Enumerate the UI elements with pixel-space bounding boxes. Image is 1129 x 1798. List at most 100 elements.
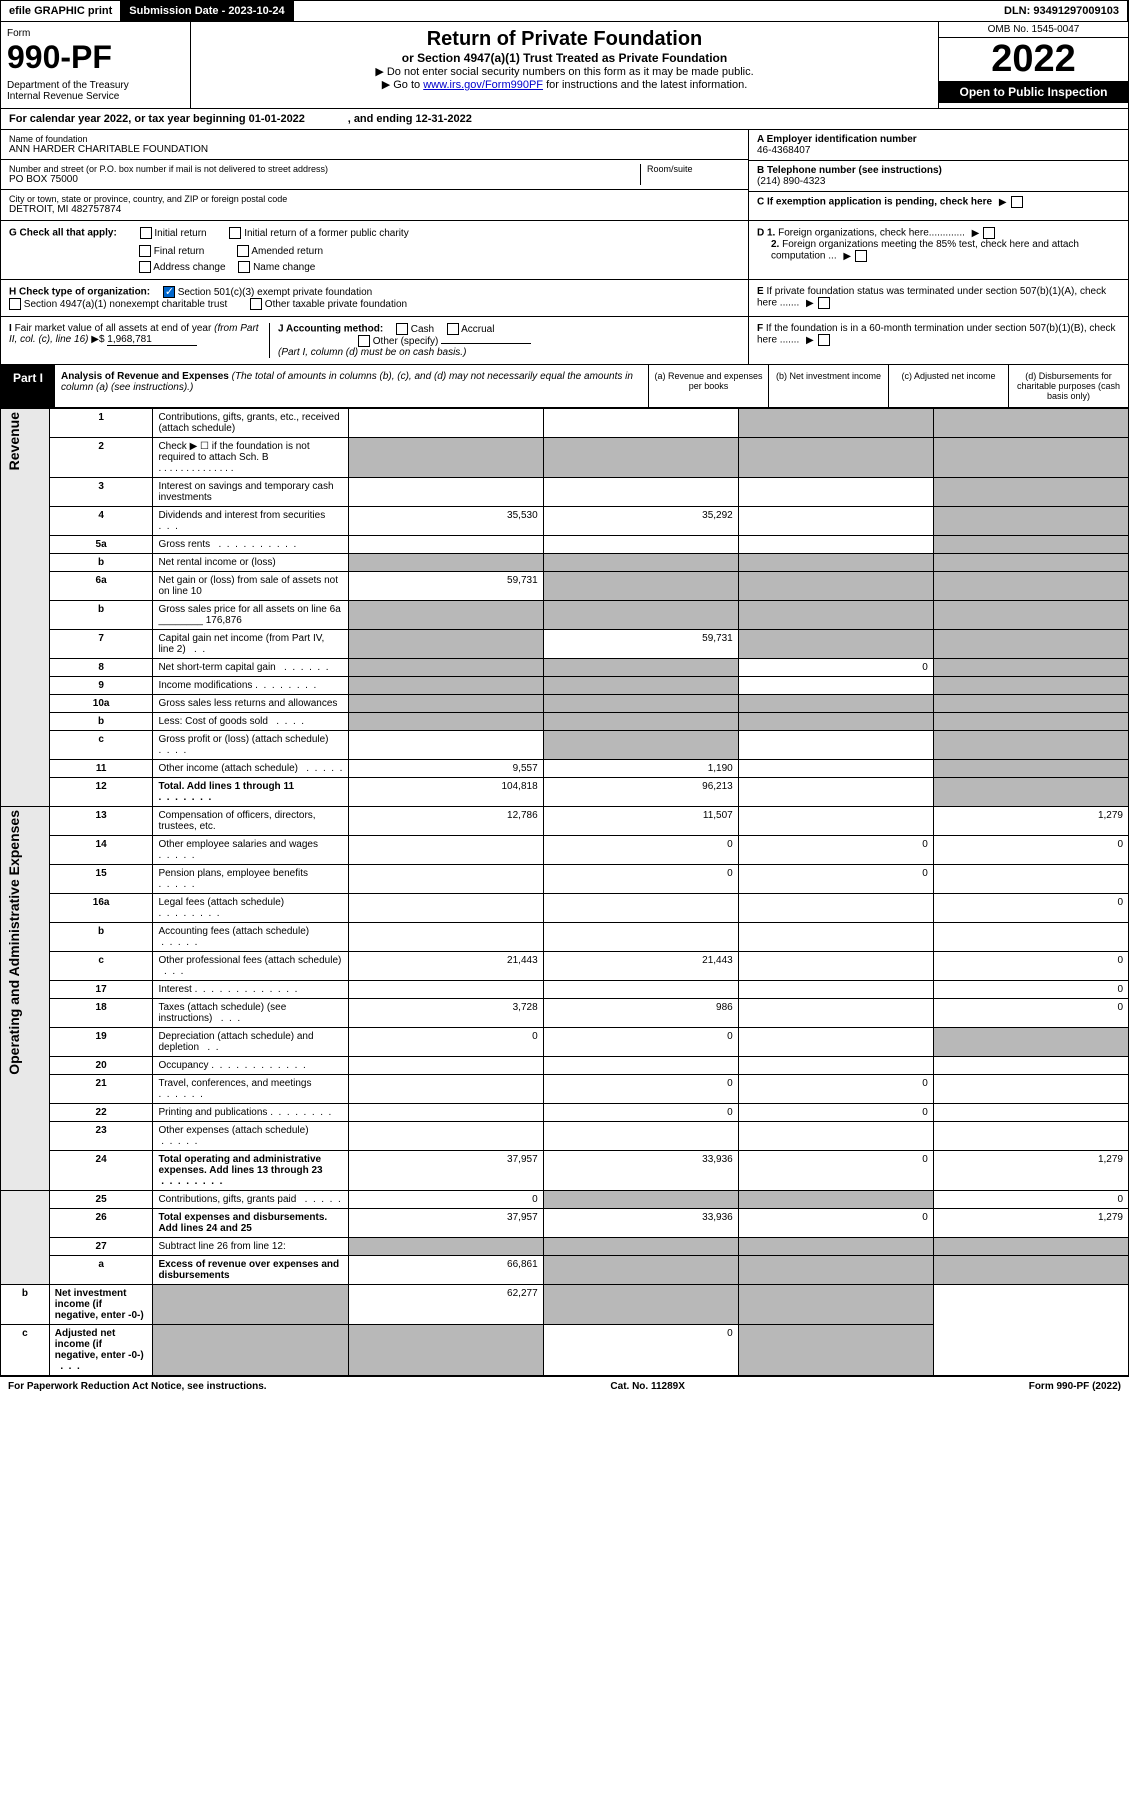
row-num: 8 bbox=[49, 659, 153, 677]
cell-a bbox=[348, 1104, 543, 1122]
note-ssn: ▶ Do not enter social security numbers o… bbox=[197, 65, 932, 78]
form-subtitle: or Section 4947(a)(1) Trust Treated as P… bbox=[197, 51, 932, 65]
cell-c bbox=[738, 695, 933, 713]
final-return-cb[interactable] bbox=[139, 245, 151, 257]
cell-c: 0 bbox=[543, 1325, 738, 1376]
name-change-cb[interactable] bbox=[238, 261, 250, 273]
tax-year: 2022 bbox=[939, 38, 1128, 81]
cell-d: 0 bbox=[933, 952, 1128, 981]
cell-b bbox=[543, 713, 738, 731]
cell-c bbox=[738, 1028, 933, 1057]
cell-a bbox=[348, 1075, 543, 1104]
form-label: Form bbox=[7, 28, 184, 39]
dept-label: Department of the Treasury bbox=[7, 80, 184, 91]
cell-d bbox=[933, 601, 1128, 630]
cell-d bbox=[933, 865, 1128, 894]
addr-label: Number and street (or P.O. box number if… bbox=[9, 164, 640, 174]
row-desc: Net gain or (loss) from sale of assets n… bbox=[153, 572, 348, 601]
address-change-cb[interactable] bbox=[139, 261, 151, 273]
cell-b bbox=[543, 1057, 738, 1075]
f-cb[interactable] bbox=[818, 334, 830, 346]
amended-cb[interactable] bbox=[237, 245, 249, 257]
row-num: 11 bbox=[49, 760, 153, 778]
row-num: 17 bbox=[49, 981, 153, 999]
row-desc: Net short-term capital gain . . . . . . bbox=[153, 659, 348, 677]
d1-cb[interactable] bbox=[983, 227, 995, 239]
cell-a bbox=[348, 713, 543, 731]
cell-a bbox=[348, 677, 543, 695]
row-desc: Subtract line 26 from line 12: bbox=[153, 1238, 348, 1256]
accrual-cb[interactable] bbox=[447, 323, 459, 335]
row-desc: Total. Add lines 1 through 11 . . . . . … bbox=[153, 778, 348, 807]
initial-former-cb[interactable] bbox=[229, 227, 241, 239]
cell-d bbox=[933, 554, 1128, 572]
row-num: 4 bbox=[49, 507, 153, 536]
row-desc: Net investment income (if negative, ente… bbox=[49, 1285, 153, 1325]
cell-a: 104,818 bbox=[348, 778, 543, 807]
cell-d bbox=[933, 1122, 1128, 1151]
row-num: 18 bbox=[49, 999, 153, 1028]
cell-c: 0 bbox=[738, 1151, 933, 1191]
efile-label: efile GRAPHIC print bbox=[1, 1, 121, 21]
row-num: 13 bbox=[49, 807, 153, 836]
revenue-section-label: Revenue bbox=[1, 409, 50, 807]
initial-return-cb[interactable] bbox=[140, 227, 152, 239]
form-number: 990-PF bbox=[7, 39, 184, 76]
ein-label: A Employer identification number bbox=[757, 134, 1120, 145]
exemption-checkbox[interactable] bbox=[1011, 196, 1023, 208]
cell-d bbox=[933, 536, 1128, 554]
row-num: 14 bbox=[49, 836, 153, 865]
cell-a bbox=[153, 1285, 348, 1325]
cash-cb[interactable] bbox=[396, 323, 408, 335]
4947-cb[interactable] bbox=[9, 298, 21, 310]
row-desc: Travel, conferences, and meetings . . . … bbox=[153, 1075, 348, 1104]
irs-link[interactable]: www.irs.gov/Form990PF bbox=[423, 79, 543, 91]
cell-a bbox=[348, 438, 543, 478]
submission-date: Submission Date - 2023-10-24 bbox=[121, 1, 293, 21]
cell-a bbox=[348, 409, 543, 438]
row-num: 27 bbox=[49, 1238, 153, 1256]
row-num: 6a bbox=[49, 572, 153, 601]
j-note: (Part I, column (d) must be on cash basi… bbox=[278, 347, 466, 358]
row-num: 10a bbox=[49, 695, 153, 713]
cell-b: 0 bbox=[543, 1028, 738, 1057]
cell-b bbox=[543, 923, 738, 952]
exemption-label: C If exemption application is pending, c… bbox=[757, 197, 992, 208]
cell-d bbox=[933, 713, 1128, 731]
501c3-cb[interactable] bbox=[163, 286, 175, 298]
cell-c bbox=[738, 999, 933, 1028]
cell-a: 12,786 bbox=[348, 807, 543, 836]
e-cb[interactable] bbox=[818, 297, 830, 309]
row-desc: Depreciation (attach schedule) and deple… bbox=[153, 1028, 348, 1057]
other-taxable-cb[interactable] bbox=[250, 298, 262, 310]
row-num: 21 bbox=[49, 1075, 153, 1104]
row-num: a bbox=[49, 1256, 153, 1285]
cell-c bbox=[543, 1285, 738, 1325]
cell-a bbox=[348, 1238, 543, 1256]
cell-b bbox=[543, 695, 738, 713]
cell-b bbox=[543, 1191, 738, 1209]
cell-c bbox=[738, 572, 933, 601]
cell-d bbox=[933, 572, 1128, 601]
d2-cb[interactable] bbox=[855, 250, 867, 262]
other-method-cb[interactable] bbox=[358, 335, 370, 347]
row-desc: Capital gain net income (from Part IV, l… bbox=[153, 630, 348, 659]
note-goto: ▶ Go to www.irs.gov/Form990PF for instru… bbox=[197, 78, 932, 91]
row-num: 3 bbox=[49, 478, 153, 507]
row-desc: Occupancy . . . . . . . . . . . . bbox=[153, 1057, 348, 1075]
row-num: 19 bbox=[49, 1028, 153, 1057]
row-desc: Less: Cost of goods sold . . . . bbox=[153, 713, 348, 731]
row-num: c bbox=[49, 731, 153, 760]
cell-a bbox=[348, 554, 543, 572]
row-desc: Check ▶ ☐ if the foundation is not requi… bbox=[153, 438, 348, 478]
cell-c: 0 bbox=[738, 836, 933, 865]
h-label: H Check type of organization: bbox=[9, 287, 150, 298]
cell-c bbox=[738, 677, 933, 695]
row-desc: Interest . . . . . . . . . . . . . bbox=[153, 981, 348, 999]
cell-a bbox=[348, 695, 543, 713]
row-num: b bbox=[1, 1285, 50, 1325]
row-num: 22 bbox=[49, 1104, 153, 1122]
row-desc: Net rental income or (loss) bbox=[153, 554, 348, 572]
cell-b bbox=[543, 1238, 738, 1256]
cell-d bbox=[933, 1075, 1128, 1104]
